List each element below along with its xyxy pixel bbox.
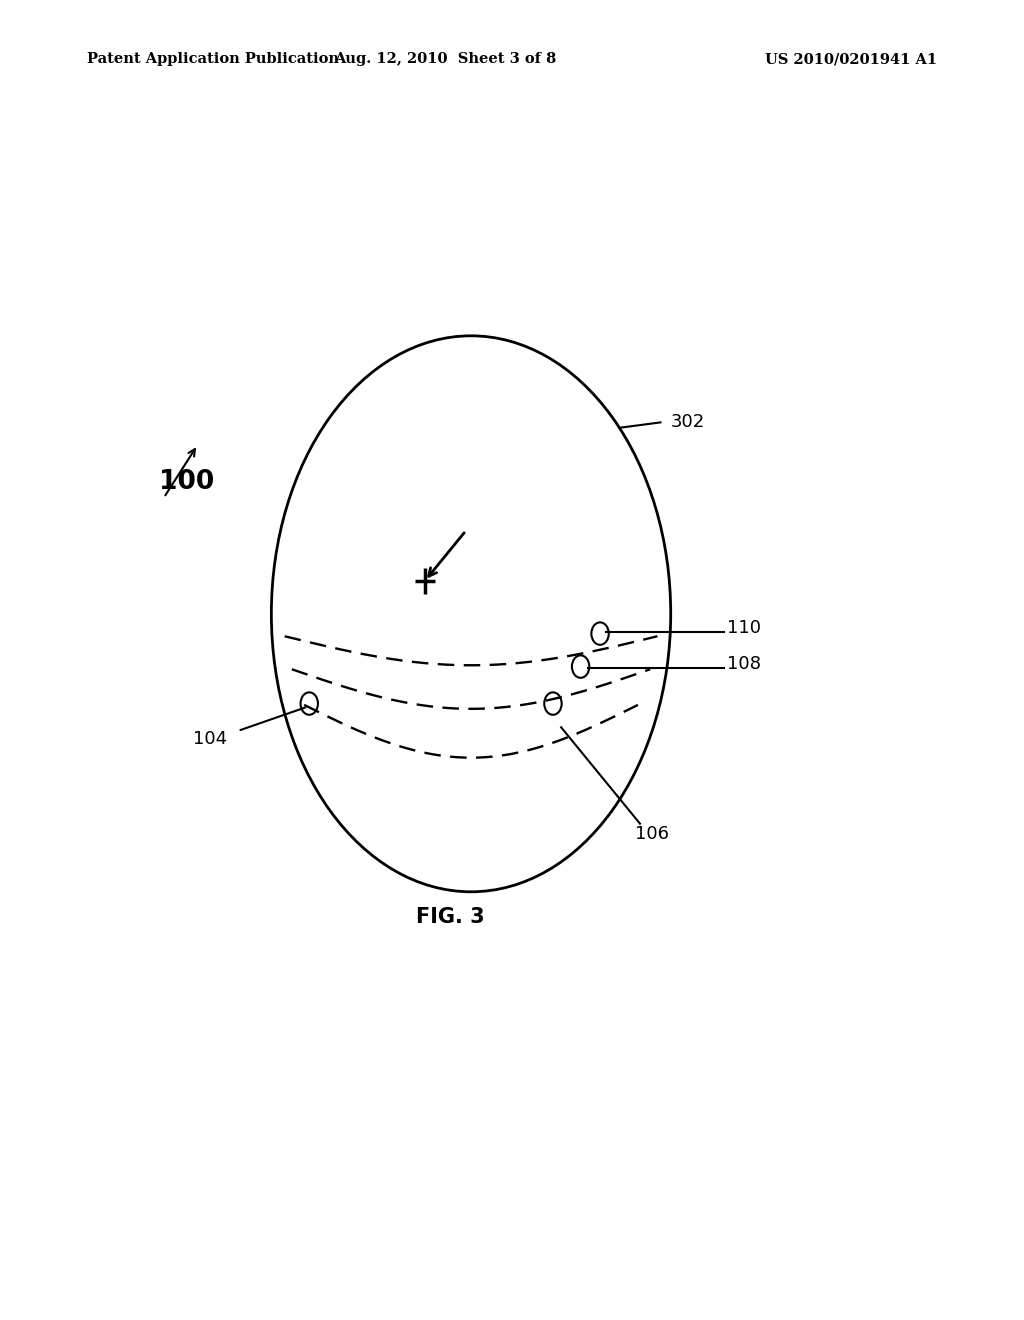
- Text: Patent Application Publication: Patent Application Publication: [87, 53, 339, 66]
- Text: Aug. 12, 2010  Sheet 3 of 8: Aug. 12, 2010 Sheet 3 of 8: [334, 53, 557, 66]
- Text: FIG. 3: FIG. 3: [416, 907, 485, 928]
- Text: 108: 108: [727, 655, 761, 673]
- Text: US 2010/0201941 A1: US 2010/0201941 A1: [765, 53, 937, 66]
- Text: 100: 100: [159, 469, 214, 495]
- Text: 106: 106: [635, 825, 669, 843]
- Text: 302: 302: [671, 413, 705, 432]
- Text: 104: 104: [193, 730, 226, 748]
- Text: 110: 110: [727, 619, 761, 638]
